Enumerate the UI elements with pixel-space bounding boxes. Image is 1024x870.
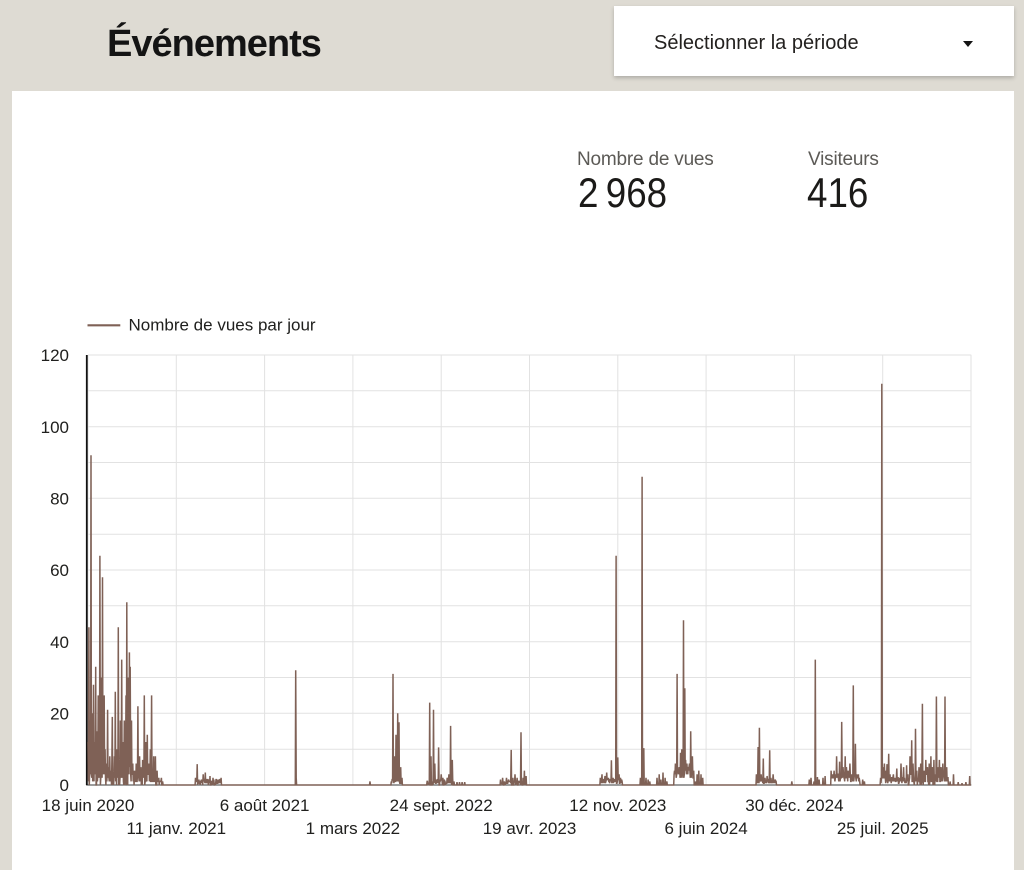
svg-text:6 juin 2024: 6 juin 2024 — [665, 819, 748, 838]
svg-text:80: 80 — [50, 490, 69, 509]
svg-text:20: 20 — [50, 705, 69, 724]
svg-text:120: 120 — [41, 346, 69, 365]
svg-text:18 juin 2020: 18 juin 2020 — [42, 796, 135, 815]
svg-text:100: 100 — [41, 418, 69, 437]
svg-text:30 déc. 2024: 30 déc. 2024 — [745, 796, 843, 815]
svg-text:Nombre de vues par jour: Nombre de vues par jour — [129, 316, 316, 335]
svg-text:11 janv. 2021: 11 janv. 2021 — [127, 819, 227, 838]
svg-text:40: 40 — [50, 633, 69, 652]
svg-text:0: 0 — [60, 776, 69, 795]
svg-text:24 sept. 2022: 24 sept. 2022 — [390, 796, 493, 815]
svg-text:12 nov. 2023: 12 nov. 2023 — [569, 796, 666, 815]
svg-text:25 juil. 2025: 25 juil. 2025 — [837, 819, 929, 838]
svg-text:1 mars 2022: 1 mars 2022 — [306, 819, 401, 838]
svg-text:6 août 2021: 6 août 2021 — [220, 796, 310, 815]
svg-text:19 avr. 2023: 19 avr. 2023 — [483, 819, 577, 838]
svg-text:60: 60 — [50, 561, 69, 580]
